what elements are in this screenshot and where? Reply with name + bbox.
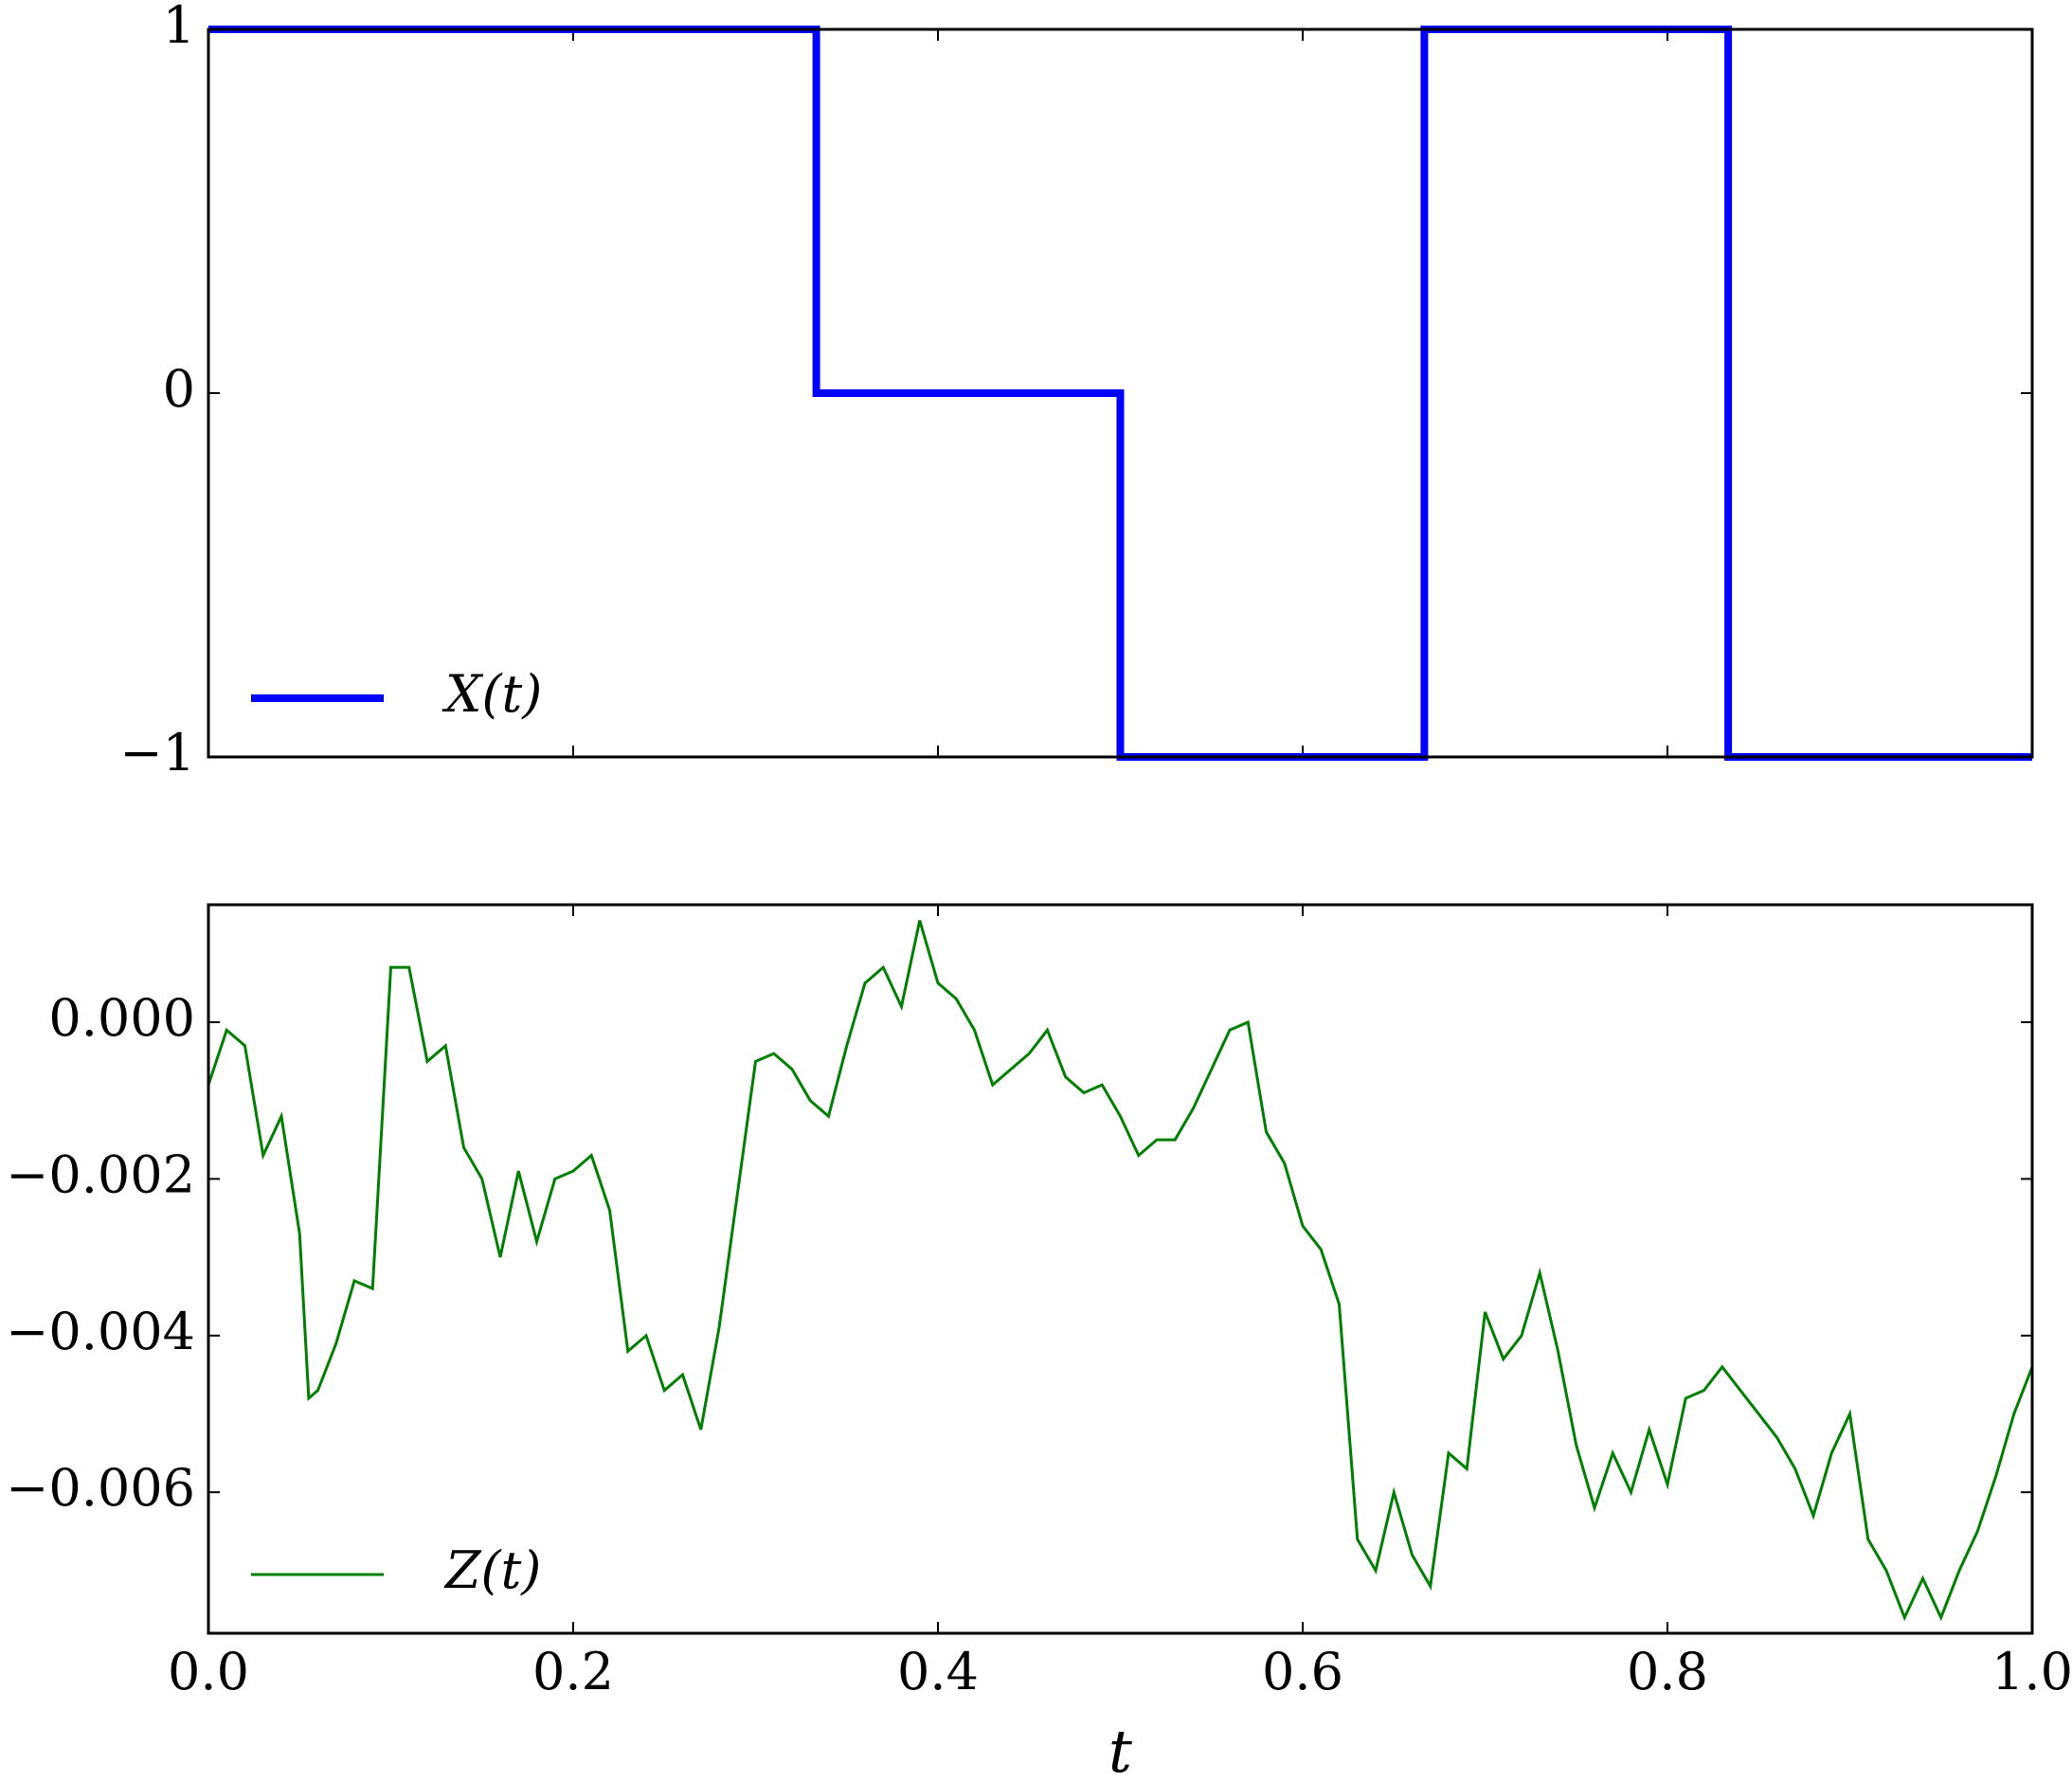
axes-frame bbox=[207, 903, 2034, 1635]
x-axis-label: t bbox=[1108, 1717, 1132, 1782]
x-tick-label: 0.0 bbox=[168, 1642, 249, 1701]
x-tick-label: 0.6 bbox=[1262, 1642, 1343, 1701]
data-line bbox=[207, 920, 2034, 1622]
x-tick-label: 0.8 bbox=[1627, 1642, 1708, 1701]
x-tick-label: 1.0 bbox=[1991, 1642, 2072, 1701]
y-tick-label: 0 bbox=[163, 359, 195, 419]
axes-frame bbox=[207, 27, 2034, 759]
y-tick-label: −0.004 bbox=[6, 1302, 195, 1361]
data-line bbox=[208, 26, 2032, 761]
legend-label: X(t) bbox=[441, 664, 542, 724]
y-tick-label: −0.002 bbox=[6, 1144, 195, 1204]
y-tick-label: 1 bbox=[163, 0, 195, 55]
y-tick-label: −0.006 bbox=[6, 1458, 195, 1518]
x-tick-label: 0.2 bbox=[532, 1642, 614, 1701]
legend-label: Z(t) bbox=[443, 1540, 541, 1600]
y-tick-label: 0.000 bbox=[48, 988, 195, 1048]
y-tick-label: −1 bbox=[119, 723, 195, 783]
x-tick-label: 0.4 bbox=[897, 1642, 979, 1701]
